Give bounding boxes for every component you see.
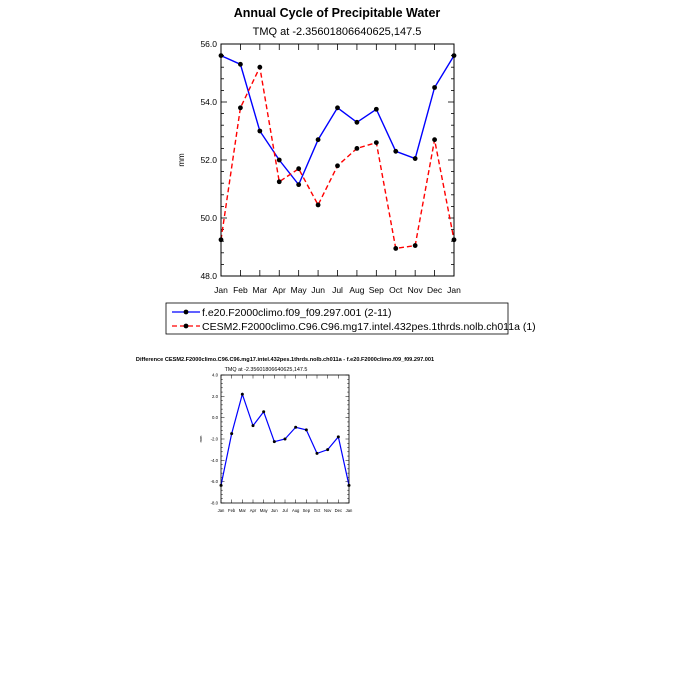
x-tick-label: May (260, 508, 269, 513)
series-0-point (393, 148, 399, 154)
y-tick-label: 56.0 (200, 39, 217, 49)
series-0-point (257, 128, 263, 134)
x-tick-label: Nov (324, 508, 332, 513)
series-1-point (238, 105, 243, 111)
series-1-point (412, 243, 418, 248)
series-0-point (373, 106, 379, 112)
x-tick-label: Oct (389, 285, 403, 295)
x-tick-label: Apr (250, 508, 257, 513)
y-tick-label: 4.0 (212, 373, 219, 378)
difference-chart: Difference CESM2.F2000climo.C96.C96.mg17… (136, 357, 434, 513)
series-0-point (315, 137, 321, 143)
x-tick-label: Feb (228, 508, 236, 513)
series-0-point (230, 432, 234, 436)
series-0-point (262, 410, 266, 414)
y-tick-label: 48.0 (200, 271, 217, 281)
diff-series-lines (219, 392, 351, 487)
x-tick-label: Aug (292, 508, 300, 513)
y-tick-label: 50.0 (200, 213, 217, 223)
series-0-point (315, 451, 319, 455)
x-tick-label: Jun (311, 285, 325, 295)
series-1-point (432, 137, 437, 143)
y-axis-label: mm (177, 153, 186, 167)
diff-chart-subtitle: TMQ at -2.35601806640625,147.5 (225, 367, 308, 373)
axis-ticks: 48.0 50.0 52.0 54.0 56.0 Jan Feb Mar Apr May Jun Ju… (200, 39, 461, 295)
x-tick-label: Jul (282, 508, 287, 513)
series-1-point (276, 179, 282, 185)
x-tick-label: Sep (369, 285, 384, 295)
x-tick-label: Jan (346, 508, 353, 513)
legend-entry-blue: f.e20.F2000climo.f09_f09.297.001 (2-11) (172, 307, 392, 319)
diff-chart-title: Difference CESM2.F2000climo.C96.C96.mg17… (136, 357, 434, 363)
series-0-point (432, 85, 437, 90)
x-tick-label: May (291, 285, 308, 295)
y-tick-label: -8.0 (211, 501, 219, 506)
series-1-point (257, 64, 263, 70)
series-0-point (304, 428, 308, 432)
y-tick-label: -2.0 (211, 437, 219, 442)
y-tick-label: 54.0 (200, 97, 217, 107)
y-tick-label: 0.0 (212, 415, 219, 420)
x-tick-label: Sep (303, 508, 311, 513)
x-tick-label: Jul (332, 285, 343, 295)
series-1-point (315, 202, 321, 208)
x-tick-label: Mar (253, 285, 268, 295)
series-lines (218, 53, 457, 251)
plot-frame (220, 43, 455, 277)
x-tick-label: Nov (408, 285, 424, 295)
x-tick-label: Dec (335, 508, 342, 513)
y-tick-label: -4.0 (211, 458, 219, 463)
diff-y-axis-label: mm (198, 435, 203, 442)
x-tick-label: Jan (214, 285, 228, 295)
y-tick-label: -6.0 (211, 479, 219, 484)
legend: f.e20.F2000climo.f09_f09.297.001 (2-11) … (165, 302, 536, 335)
series-0-point (294, 425, 298, 429)
legend-entry-red: CESM2.F2000climo.C96.C96.mg17.intel.432p… (172, 321, 536, 333)
series-0-point (251, 424, 255, 428)
series-1-point (393, 246, 399, 251)
series-1-point (335, 163, 340, 169)
chart-title: Annual Cycle of Precipitable Water (234, 6, 441, 20)
series-0-point (335, 105, 340, 111)
x-tick-label: Apr (273, 285, 286, 295)
x-tick-label: Dec (427, 285, 443, 295)
legend-label-red: CESM2.F2000climo.C96.C96.mg17.intel.432p… (202, 321, 536, 333)
x-tick-label: Mar (239, 508, 247, 513)
series-0-point (412, 156, 418, 161)
series-1-point (354, 146, 360, 151)
x-tick-label: Jan (447, 285, 461, 295)
x-tick-label: Aug (349, 285, 364, 295)
legend-label-blue: f.e20.F2000climo.f09_f09.297.001 (2-11) (202, 307, 392, 319)
series-line-1 (220, 64, 455, 250)
precip-water-chart: Annual Cycle of Precipitable Water TMQ a… (177, 6, 461, 295)
series-0-point (276, 157, 282, 163)
series-0-point (272, 440, 276, 444)
chart-subtitle: TMQ at -2.35601806640625,147.5 (253, 26, 422, 38)
x-tick-label: Feb (233, 285, 248, 295)
series-0-point (326, 448, 330, 452)
series-0-point (336, 435, 340, 439)
series-0-point (238, 61, 243, 67)
y-tick-label: 52.0 (200, 155, 217, 165)
series-0-point (283, 437, 287, 441)
series-1-point (373, 140, 379, 146)
series-1-point (296, 166, 302, 172)
x-tick-label: Oct (314, 508, 321, 513)
series-0-point (296, 182, 302, 188)
diff-plot-frame (220, 374, 350, 504)
series-0-point (354, 119, 360, 125)
y-tick-label: 2.0 (212, 394, 219, 399)
legend-marker-red (183, 323, 189, 329)
legend-marker-blue (183, 309, 189, 315)
x-tick-label: Jun (271, 508, 278, 513)
series-0-point (240, 392, 244, 396)
legend-box (165, 302, 509, 335)
x-tick-label: Jan (218, 508, 225, 513)
